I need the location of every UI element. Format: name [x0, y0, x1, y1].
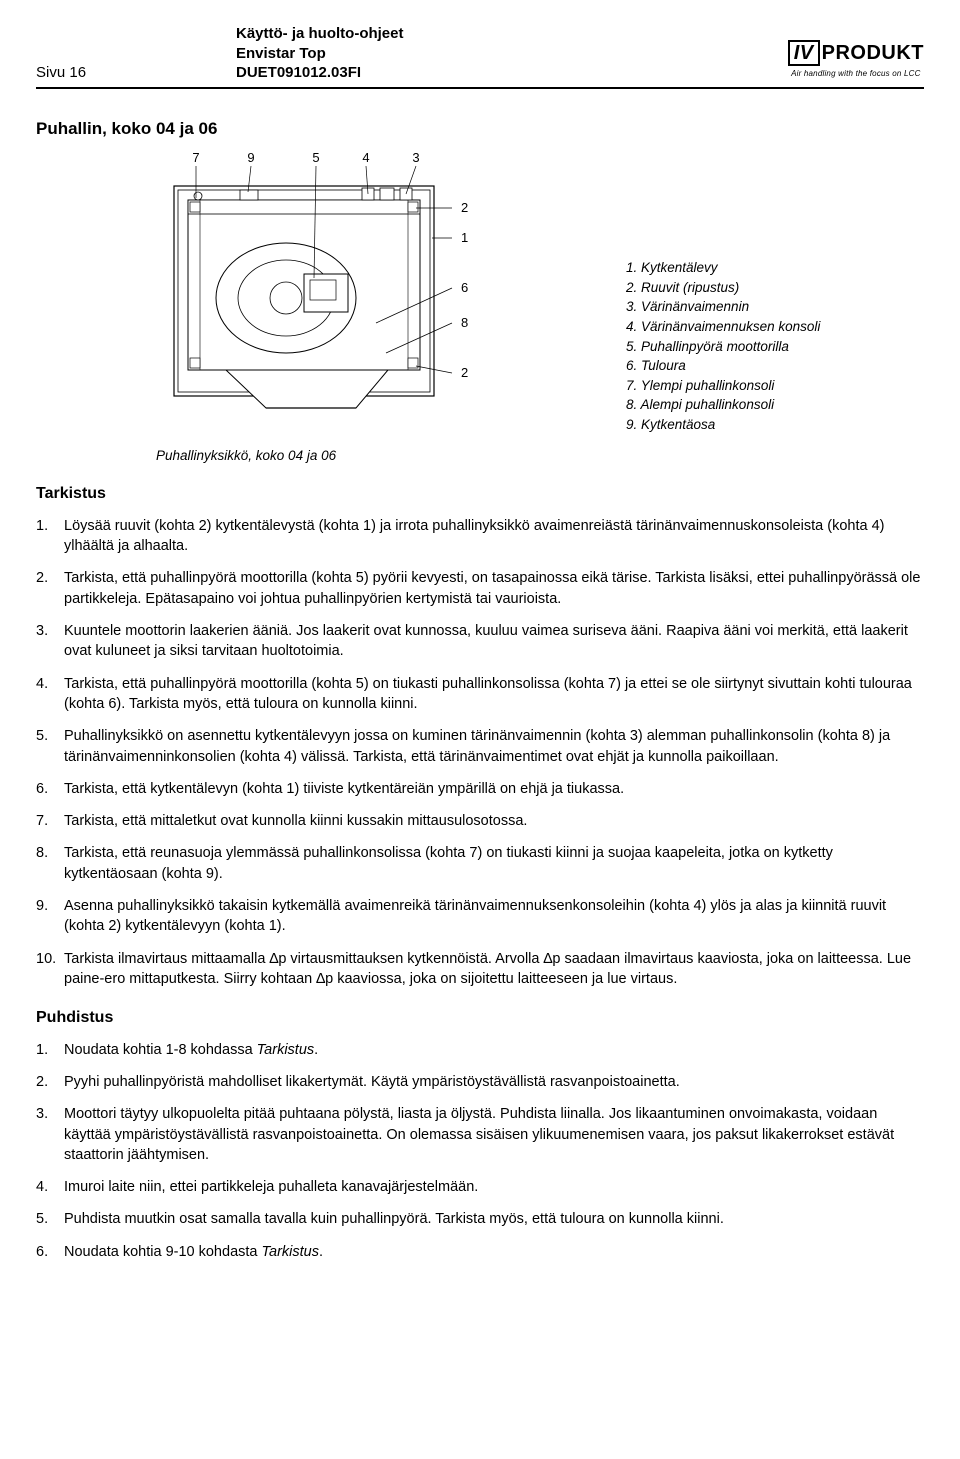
- puhdistus-item: Imuroi laite niin, ettei partikkeleja pu…: [36, 1177, 924, 1197]
- puhdistus-item: Noudata kohtia 1-8 kohdassa Tarkistus.: [36, 1040, 924, 1060]
- tarkistus-heading: Tarkistus: [36, 483, 924, 505]
- fan-diagram: 7 9 5 4 3 2 1 6 8 2: [156, 148, 586, 434]
- page-number: Sivu 16: [36, 62, 236, 83]
- page-header: Sivu 16 Käyttö- ja huolto-ohjeet Envista…: [36, 24, 924, 89]
- callout-number: 3: [412, 150, 419, 165]
- legend-item: 4. Värinänvaimennuksen konsoli: [626, 317, 924, 337]
- legend-item: 1. Kytkentälevy: [626, 258, 924, 278]
- callout-number: 2: [461, 365, 468, 380]
- callout-number: 4: [362, 150, 369, 165]
- tarkistus-item: Asenna puhallinyksikkö takaisin kytkemäl…: [36, 896, 924, 937]
- puhdistus-item: Puhdista muutkin osat samalla tavalla ku…: [36, 1209, 924, 1229]
- logo-tagline: Air handling with the focus on LCC: [788, 68, 924, 79]
- tarkistus-item: Tarkista, että mittaletkut ovat kunnolla…: [36, 811, 924, 831]
- section-title: Puhallin, koko 04 ja 06: [36, 117, 924, 141]
- tarkistus-item: Tarkista, että reunasuoja ylemmässä puha…: [36, 843, 924, 884]
- tarkistus-list: Löysää ruuvit (kohta 2) kytkentälevystä …: [36, 516, 924, 989]
- legend-item: 3. Värinänvaimennin: [626, 297, 924, 317]
- puhdistus-item: Moottori täytyy ulkopuolelta pitää puhta…: [36, 1104, 924, 1165]
- puhdistus-heading: Puhdistus: [36, 1007, 924, 1029]
- callout-number: 6: [461, 280, 468, 295]
- tarkistus-item: Tarkista, että kytkentälevyn (kohta 1) t…: [36, 779, 924, 799]
- puhdistus-item: Noudata kohtia 9-10 kohdasta Tarkistus.: [36, 1242, 924, 1262]
- puhdistus-list: Noudata kohtia 1-8 kohdassa Tarkistus. Py…: [36, 1040, 924, 1262]
- tarkistus-item: Kuuntele moottorin laakerien ääniä. Jos …: [36, 621, 924, 662]
- tarkistus-item: Tarkista ilmavirtaus mittaamalla ∆p virt…: [36, 949, 924, 990]
- callout-number: 1: [461, 230, 468, 245]
- tarkistus-item: Puhallinyksikkö on asennettu kytkentälev…: [36, 726, 924, 767]
- logo-iv: IV: [788, 40, 820, 66]
- legend-item: 6. Tuloura: [626, 356, 924, 376]
- figure-caption: Puhallinyksikkö, koko 04 ja 06: [156, 447, 924, 466]
- figure-block: 7 9 5 4 3 2 1 6 8 2 1. Kytkentälevy2. Ruuvit (ri…: [36, 148, 924, 434]
- tarkistus-item: Tarkista, että puhallinpyörä moottorilla…: [36, 674, 924, 715]
- italic-ref: Tarkistus: [262, 1244, 319, 1260]
- puhdistus-item: Pyyhi puhallinpyöristä mahdolliset likak…: [36, 1072, 924, 1092]
- tarkistus-item: Löysää ruuvit (kohta 2) kytkentälevystä …: [36, 516, 924, 557]
- legend-item: 5. Puhallinpyörä moottorilla: [626, 337, 924, 357]
- callout-number: 8: [461, 315, 468, 330]
- italic-ref: Tarkistus: [257, 1042, 314, 1058]
- doc-title-line3: DUET091012.03FI: [236, 63, 724, 83]
- callout-number: 2: [461, 200, 468, 215]
- legend-item: 8. Alempi puhallinkonsoli: [626, 395, 924, 415]
- brand-logo: IVPRODUKT Air handling with the focus on…: [724, 39, 924, 82]
- logo-brand: PRODUKT: [822, 42, 924, 64]
- doc-title: Käyttö- ja huolto-ohjeet Envistar Top DU…: [236, 24, 724, 83]
- callout-number: 9: [247, 150, 254, 165]
- legend-item: 7. Ylempi puhallinkonsoli: [626, 376, 924, 396]
- legend-item: 9. Kytkentäosa: [626, 415, 924, 435]
- tarkistus-item: Tarkista, että puhallinpyörä moottorilla…: [36, 568, 924, 609]
- doc-title-line2: Envistar Top: [236, 44, 724, 64]
- callout-number: 7: [192, 150, 199, 165]
- figure-legend: 1. Kytkentälevy2. Ruuvit (ripustus)3. Vä…: [626, 258, 924, 434]
- legend-item: 2. Ruuvit (ripustus): [626, 278, 924, 298]
- doc-title-line1: Käyttö- ja huolto-ohjeet: [236, 24, 724, 44]
- callout-number: 5: [312, 150, 319, 165]
